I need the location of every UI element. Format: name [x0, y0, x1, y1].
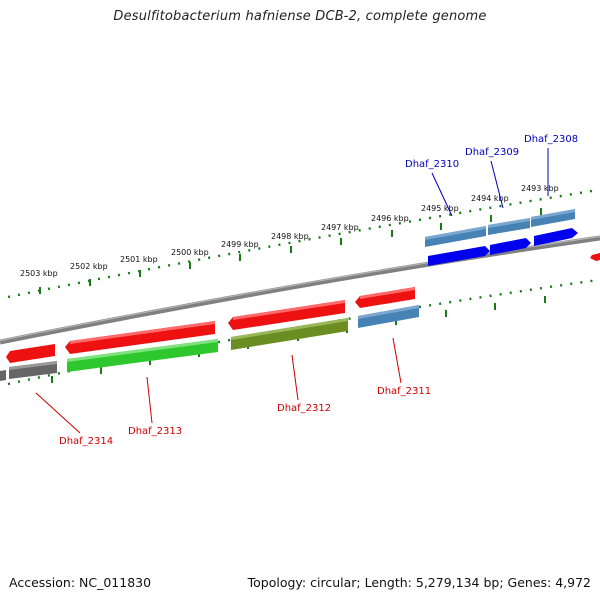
- gene-feature-highlight: [360, 287, 415, 299]
- gene-label-dhaf-2309[interactable]: Dhaf_2309: [465, 147, 519, 158]
- scale-label: 2494 kbp: [471, 194, 509, 203]
- gene-label-dhaf-2314[interactable]: Dhaf_2314: [59, 436, 113, 447]
- gene-feature[interactable]: [67, 339, 218, 372]
- gene-feature[interactable]: [428, 246, 490, 266]
- gene-feature-highlight: [231, 318, 348, 340]
- scale-label: 2497 kbp: [321, 223, 359, 232]
- scale-label: 2503 kbp: [20, 269, 58, 278]
- gene-feature-highlight: [488, 218, 530, 228]
- scale-labels: 2503 kbp 2502 kbp 2501 kbp 2500 kbp 2499…: [20, 184, 559, 278]
- gene-label-dhaf-2313[interactable]: Dhaf_2313: [128, 426, 182, 437]
- gene-label-dhaf-2311[interactable]: Dhaf_2311: [377, 386, 431, 397]
- gene-feature-highlight: [425, 226, 486, 240]
- gene-label-dhaf-2310[interactable]: Dhaf_2310: [405, 159, 459, 170]
- gene-feature-highlight: [531, 209, 575, 220]
- accession-text: Accession: NC_011830: [9, 575, 152, 590]
- gene-label-dhaf-2308[interactable]: Dhaf_2308: [524, 134, 578, 145]
- genome-backbone: [0, 235, 600, 345]
- gene-feature[interactable]: [65, 321, 215, 354]
- gene-feature[interactable]: [231, 318, 348, 350]
- gene-feature-highlight: [358, 305, 419, 319]
- scale-label: 2500 kbp: [171, 248, 209, 257]
- gene-feature[interactable]: [0, 370, 6, 381]
- topology-text: Topology: circular; Length: 5,279,134 bp…: [247, 575, 591, 590]
- scale-label: 2499 kbp: [221, 240, 259, 249]
- scale-label: 2498 kbp: [271, 232, 309, 241]
- gene-feature[interactable]: [534, 228, 578, 246]
- gene-label-dhaf-2312[interactable]: Dhaf_2312: [277, 403, 331, 414]
- scale-label: 2502 kbp: [70, 262, 108, 271]
- gene-labels: Dhaf_2314 Dhaf_2313 Dhaf_2312 Dhaf_2311 …: [59, 134, 578, 447]
- gene-feature-highlight: [233, 300, 345, 320]
- outer-gene-track: [425, 209, 600, 266]
- scale-label: 2501 kbp: [120, 255, 158, 264]
- gene-feature-highlight: [70, 321, 215, 344]
- gene-label-leaders: [35, 148, 549, 434]
- scale-label: 2493 kbp: [521, 184, 559, 193]
- gene-feature-highlight: [9, 361, 57, 370]
- inner-gene-track: [0, 287, 419, 381]
- gene-feature[interactable]: [590, 253, 600, 261]
- gene-feature-highlight: [67, 339, 218, 362]
- gene-feature[interactable]: [490, 238, 531, 255]
- scale-label: 2495 kbp: [421, 204, 459, 213]
- scale-label: 2496 kbp: [371, 214, 409, 223]
- map-title: Desulfitobacterium hafniense DCB-2, comp…: [113, 9, 487, 24]
- gene-feature[interactable]: [228, 300, 345, 330]
- gene-feature[interactable]: [6, 344, 55, 363]
- outer-scale-ring: [7, 188, 599, 299]
